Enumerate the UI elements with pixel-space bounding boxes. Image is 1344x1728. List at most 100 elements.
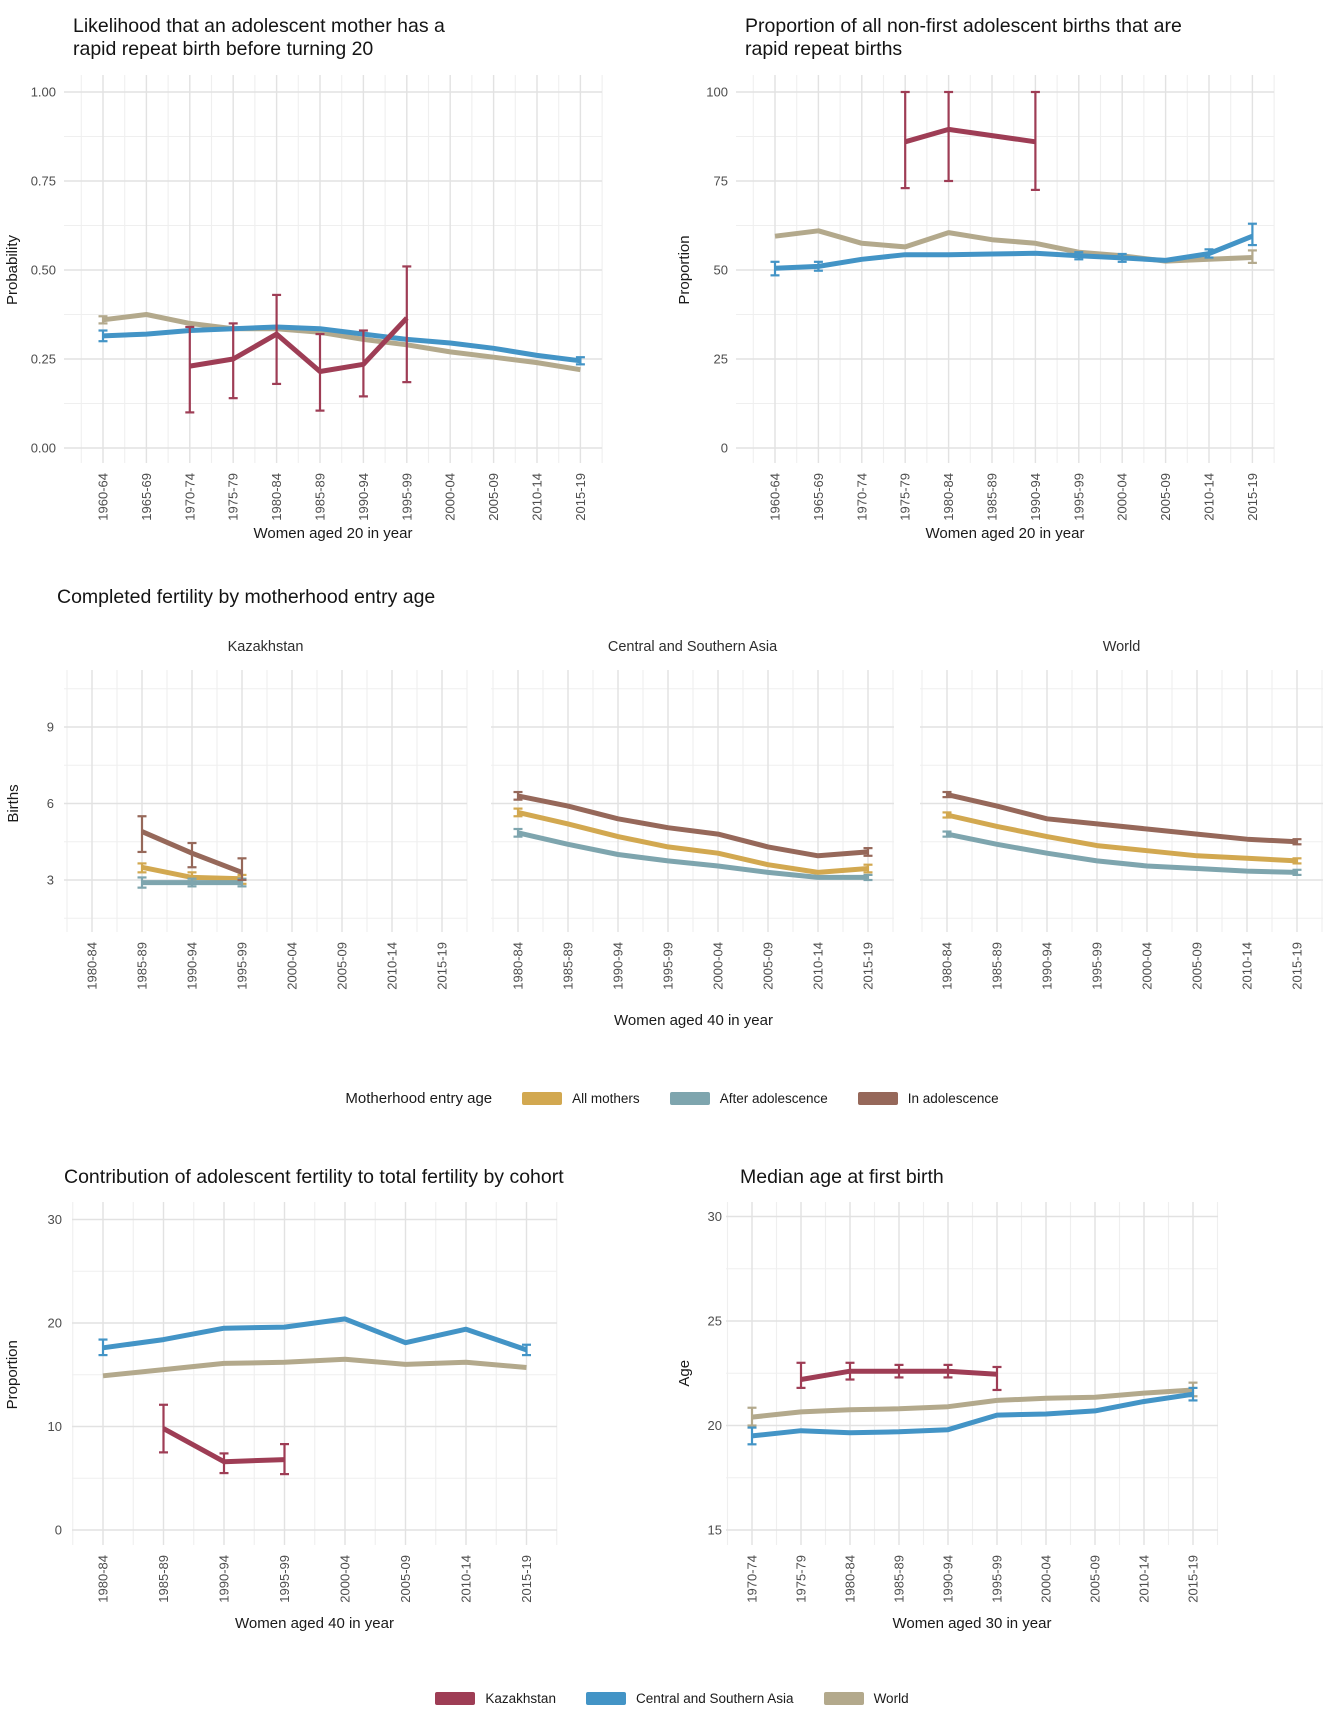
svg-text:1995-99: 1995-99 <box>399 473 414 521</box>
legend-title: Motherhood entry age <box>345 1089 493 1107</box>
svg-text:25: 25 <box>714 352 728 367</box>
facet-title-world: World <box>1103 639 1141 655</box>
svg-text:20: 20 <box>708 1418 722 1433</box>
svg-text:2010-14: 2010-14 <box>1202 473 1217 521</box>
svg-text:2005-09: 2005-09 <box>398 1555 413 1603</box>
series-in-adolescence <box>942 790 1302 846</box>
svg-text:1980-84: 1980-84 <box>85 942 100 990</box>
svg-text:2000-04: 2000-04 <box>338 1555 353 1603</box>
chart-rapid-repeat-proportion: Proportion of all non-first adolescent b… <box>672 5 1344 545</box>
series-all-mothers <box>513 807 873 875</box>
x-axis-title: Women aged 40 in year <box>235 1615 394 1632</box>
chart-median-age-first-birth: Median age at first birth 1970-74 1975-79 1… <box>672 1150 1344 1680</box>
legend-label: World <box>873 1690 909 1706</box>
gridlines <box>736 75 1275 463</box>
legend-label: Central and Southern Asia <box>635 1690 794 1706</box>
svg-text:1960-64: 1960-64 <box>768 473 783 521</box>
svg-text:1965-69: 1965-69 <box>139 473 154 521</box>
svg-text:1985-89: 1985-89 <box>892 1555 907 1603</box>
svg-text:1.00: 1.00 <box>31 85 56 100</box>
svg-text:1975-79: 1975-79 <box>226 473 241 521</box>
chart-rapid-repeat-probability: Likelihood that an adolescent mother has… <box>0 5 672 545</box>
svg-text:1970-74: 1970-74 <box>854 473 869 521</box>
chart-completed-fertility: Completed fertility by motherhood entry … <box>0 530 1344 1040</box>
y-axis-title: Age <box>676 1360 693 1387</box>
svg-text:1980-84: 1980-84 <box>96 1555 111 1603</box>
svg-text:1995-99: 1995-99 <box>990 1555 1005 1603</box>
legend-label: After adolescence <box>719 1090 828 1106</box>
gridlines <box>72 1202 558 1545</box>
chart-title: Completed fertility by motherhood entry … <box>57 586 435 608</box>
legend-swatch-all-mothers <box>522 1091 563 1105</box>
svg-text:20: 20 <box>48 1316 62 1331</box>
chart-title: Likelihood that an adolescent mother has… <box>73 15 445 37</box>
y-tick-labels: 0 10 20 30 <box>48 1212 62 1538</box>
svg-text:2015-19: 2015-19 <box>435 942 450 990</box>
legend-item-after-adolescence: After adolescence <box>669 1090 828 1106</box>
y-axis-title: Births <box>5 784 22 822</box>
svg-text:1995-99: 1995-99 <box>235 942 250 990</box>
svg-text:1975-79: 1975-79 <box>794 1555 809 1603</box>
svg-text:1990-94: 1990-94 <box>1040 942 1055 990</box>
x-tick-labels: 1970-74 1975-79 1980-84 1985-89 1990-94 1995-… <box>745 1555 1201 1603</box>
svg-text:1980-84: 1980-84 <box>269 473 284 521</box>
legend-label: In adolescence <box>907 1090 999 1106</box>
svg-text:1990-94: 1990-94 <box>185 942 200 990</box>
legend-item-all-mothers: All mothers <box>522 1091 640 1106</box>
svg-text:2005-09: 2005-09 <box>1158 473 1173 521</box>
series-kazakhstan <box>159 1403 289 1476</box>
y-axis-title: Probability <box>4 234 21 305</box>
y-tick-labels: 0 25 50 75 100 <box>706 85 728 456</box>
series-all-mothers <box>942 811 1302 865</box>
chart-svg: Proportion of all non-first adolescent b… <box>676 15 1275 542</box>
svg-text:2015-19: 2015-19 <box>1245 473 1260 521</box>
x-tick-labels: 1980-84 1985-89 1990-94 1995-99 2000-04 2005-… <box>96 1555 535 1603</box>
legend-swatch-kazakhstan <box>435 1691 476 1705</box>
legend-item-world: World <box>823 1690 909 1706</box>
x-axis-title: Women aged 20 in year <box>926 525 1085 542</box>
x-tick-labels: 1980-84 1985-89 1990-94 1995-99 2000-04 2005-… <box>940 942 1305 990</box>
legend-item-central-and-southern-asia: Central and Southern Asia <box>585 1690 794 1706</box>
svg-text:2005-09: 2005-09 <box>761 942 776 990</box>
x-tick-labels: 1980-84 1985-89 1990-94 1995-99 2000-04 2005-… <box>511 942 876 990</box>
series-after-adolescence <box>942 830 1302 876</box>
svg-text:1985-89: 1985-89 <box>561 942 576 990</box>
svg-text:1975-79: 1975-79 <box>898 473 913 521</box>
svg-text:1985-89: 1985-89 <box>135 942 150 990</box>
svg-text:2000-04: 2000-04 <box>711 942 726 990</box>
svg-text:2000-04: 2000-04 <box>443 473 458 521</box>
svg-text:1980-84: 1980-84 <box>511 942 526 990</box>
svg-text:1995-99: 1995-99 <box>1090 942 1105 990</box>
svg-text:2000-04: 2000-04 <box>1140 942 1155 990</box>
chart-svg: Contribution of adolescent fertility to … <box>4 1166 564 1632</box>
svg-text:2000-04: 2000-04 <box>285 942 300 990</box>
svg-text:1980-84: 1980-84 <box>843 1555 858 1603</box>
gridlines <box>64 670 468 932</box>
legend-swatch-central-and-southern-asia <box>585 1691 626 1705</box>
series-kazakhstan <box>900 90 1040 191</box>
svg-text:2015-19: 2015-19 <box>573 473 588 521</box>
legend-item-in-adolescence: In adolescence <box>857 1090 999 1106</box>
svg-text:2010-14: 2010-14 <box>1240 942 1255 990</box>
svg-text:1990-94: 1990-94 <box>356 473 371 521</box>
svg-text:1970-74: 1970-74 <box>182 473 197 521</box>
series-after-adolescence <box>513 827 873 882</box>
x-tick-labels: 1980-84 1985-89 1990-94 1995-99 2000-04 2005-… <box>85 942 450 990</box>
svg-text:100: 100 <box>706 85 728 100</box>
svg-text:0.75: 0.75 <box>31 174 56 189</box>
svg-text:1990-94: 1990-94 <box>611 942 626 990</box>
series-kazakhstan <box>796 1361 1002 1392</box>
svg-text:6: 6 <box>47 796 54 811</box>
y-tick-labels: 3 6 9 <box>47 720 54 888</box>
facet-title-kazakhstan: Kazakhstan <box>228 639 304 655</box>
svg-text:2010-14: 2010-14 <box>1137 1555 1152 1603</box>
svg-text:1990-94: 1990-94 <box>941 1555 956 1603</box>
svg-text:1985-89: 1985-89 <box>156 1555 171 1603</box>
y-tick-labels: 0.00 0.25 0.50 0.75 1.00 <box>31 85 56 456</box>
chart-title: rapid repeat births <box>745 38 902 60</box>
legend-item-kazakhstan: Kazakhstan <box>435 1691 556 1706</box>
facet-title-central-and-southern-asia: Central and Southern Asia <box>608 639 778 655</box>
svg-text:30: 30 <box>708 1209 722 1224</box>
